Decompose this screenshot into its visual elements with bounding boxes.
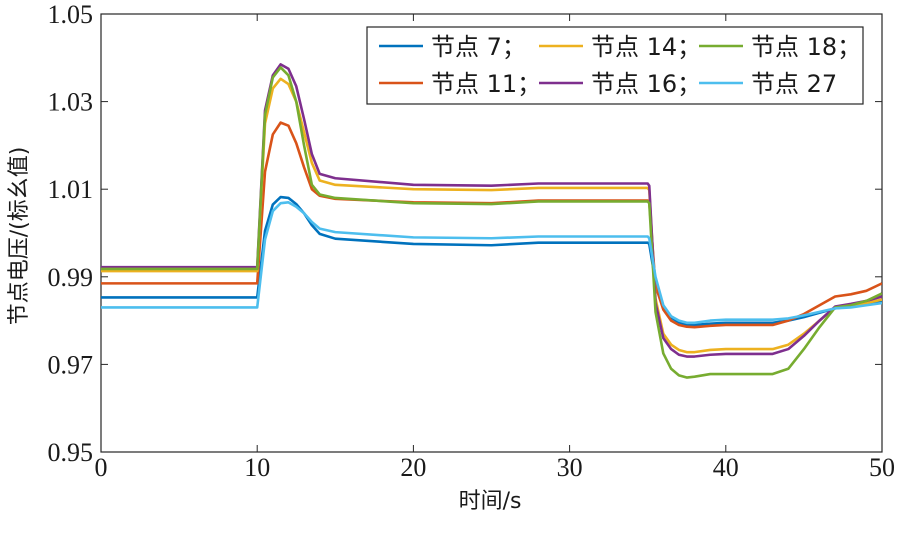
- series-group: [101, 63, 882, 379]
- x-tick-label: 50: [869, 453, 895, 482]
- y-axis-label: 节点电压/(标幺值): [7, 147, 32, 326]
- legend-label: 节点 27: [751, 70, 837, 98]
- x-tick-label: 20: [400, 453, 426, 482]
- y-tick-label: 0.99: [48, 263, 94, 292]
- series-line: [101, 66, 882, 379]
- y-tick-label: 1.05: [48, 0, 94, 29]
- series-line: [101, 201, 882, 325]
- x-tick-label: 10: [244, 453, 270, 482]
- series-line: [101, 195, 882, 327]
- x-tick-label: 0: [95, 453, 108, 482]
- y-tick-label: 0.97: [48, 350, 94, 379]
- series-line: [101, 63, 882, 358]
- x-axis-label: 时间/s: [459, 489, 522, 514]
- plot-frame: [100, 13, 883, 453]
- y-tick-label: 1.03: [48, 88, 94, 117]
- legend-box: [366, 26, 864, 105]
- legend-label: 节点 14；: [591, 33, 701, 61]
- legend-label: 节点 11；: [431, 70, 541, 98]
- y-tick-label: 0.95: [48, 438, 94, 467]
- legend-label: 节点 7；: [431, 33, 526, 61]
- y-tick-label: 1.01: [48, 175, 94, 204]
- legend-label: 节点 16；: [591, 70, 701, 98]
- x-tick-label: 30: [557, 453, 583, 482]
- legend-label: 节点 18；: [751, 33, 861, 61]
- x-tick-label: 40: [713, 453, 739, 482]
- series-line: [101, 77, 882, 354]
